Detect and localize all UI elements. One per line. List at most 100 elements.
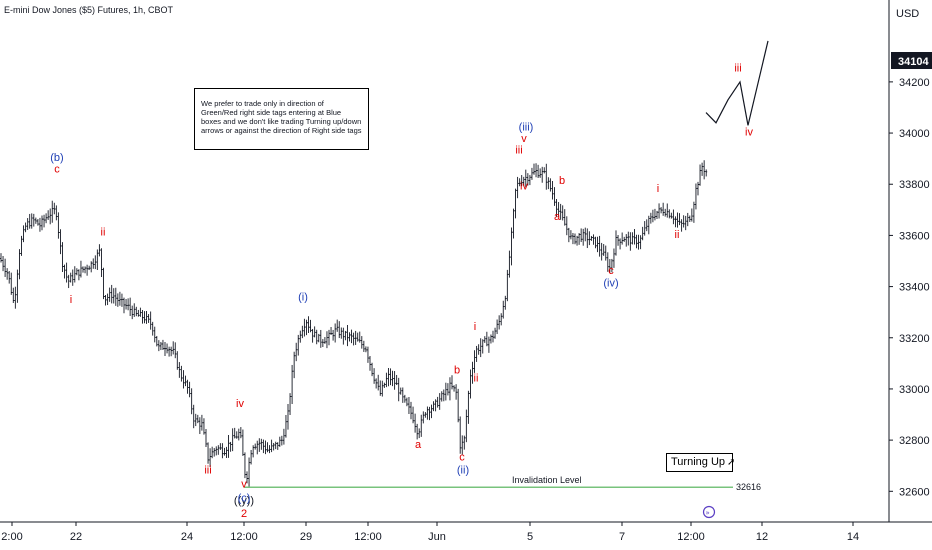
ohlc-bar	[88, 265, 91, 271]
ohlc-bar	[524, 169, 527, 188]
ohlc-bar	[112, 288, 115, 304]
current-price-value: 34104	[898, 56, 929, 68]
ohlc-bar	[170, 346, 173, 357]
ohlc-bar	[104, 295, 107, 306]
ohlc-bar	[656, 210, 658, 220]
ohlc-bar	[580, 228, 583, 243]
price-tick-label: 33800	[899, 179, 930, 191]
ohlc-bar	[270, 439, 273, 453]
ohlc-bar	[541, 166, 544, 183]
ohlc-bar	[584, 227, 587, 242]
ohlc-bar	[582, 228, 585, 246]
ohlc-bar	[151, 321, 154, 336]
ohlc-bar	[373, 368, 376, 384]
ohlc-bar	[403, 394, 406, 403]
replay-icon[interactable]: »	[702, 505, 716, 519]
ohlc-bar	[557, 202, 560, 217]
ohlc-bar	[141, 310, 144, 324]
ohlc-bar	[246, 471, 248, 484]
ohlc-bar	[569, 230, 572, 240]
ohlc-bar	[192, 404, 195, 429]
current-price-badge	[891, 52, 932, 69]
ohlc-bar	[600, 242, 603, 261]
ohlc-bar	[174, 342, 177, 359]
ohlc-bar	[47, 210, 50, 220]
ohlc-bar	[389, 368, 392, 386]
ohlc-bar	[453, 385, 456, 392]
time-tick-label: 24	[181, 531, 193, 543]
ohlc-bar	[418, 428, 421, 439]
ohlc-bar	[678, 213, 681, 226]
ohlc-bar	[194, 413, 197, 427]
ohlc-bar	[239, 427, 242, 439]
ohlc-bar	[446, 383, 449, 396]
ohlc-bar	[539, 168, 542, 178]
ohlc-bar	[563, 209, 566, 226]
ohlc-bar	[75, 268, 78, 276]
ohlc-bar	[84, 266, 87, 274]
ohlc-bar	[303, 318, 306, 337]
ohlc-bar	[520, 175, 523, 187]
time-tick-label: 12:00	[354, 531, 382, 543]
ohlc-bar	[617, 235, 620, 246]
ohlc-bar	[168, 346, 171, 357]
ohlc-bar	[32, 213, 35, 227]
ohlc-bar	[282, 428, 285, 445]
ohlc-bar	[649, 212, 652, 224]
ohlc-bar	[526, 173, 529, 186]
ohlc-bar	[432, 401, 435, 412]
wave-label: i	[474, 321, 476, 333]
ohlc-bar	[225, 446, 228, 458]
time-axis[interactable]: 2:00 22 24 12:00 29 12:00 Jun 5 7 12:00 12 14	[1, 522, 859, 543]
ohlc-bar	[623, 236, 626, 242]
ohlc-bar	[533, 163, 535, 175]
ohlc-bar	[354, 330, 357, 345]
time-tick-label: 12:00	[677, 531, 705, 543]
price-tick-label: 32800	[899, 435, 930, 447]
price-tick-label: 34000	[899, 128, 930, 140]
ohlc-bar	[660, 207, 663, 214]
ohlc-bar	[186, 379, 189, 394]
ohlc-bar	[471, 361, 474, 384]
ohlc-bar	[701, 162, 704, 176]
ohlc-bar	[313, 326, 316, 338]
ohlc-bar	[336, 319, 339, 332]
ohlc-bar	[364, 346, 367, 353]
ohlc-bar	[215, 446, 218, 456]
ohlc-bar	[250, 449, 253, 465]
ohlc-bar	[184, 375, 187, 387]
ohlc-bar	[670, 212, 673, 219]
ohlc-bar	[59, 229, 62, 255]
ohlc-bar	[612, 248, 615, 268]
wave-label: b	[454, 365, 460, 377]
ohlc-bar	[196, 414, 199, 424]
ohlc-bar	[407, 397, 410, 415]
ohlc-bar	[43, 214, 46, 228]
ohlc-bar	[223, 447, 226, 456]
wave-label: iii	[204, 464, 211, 476]
ohlc-bar	[41, 215, 43, 231]
ohlc-bar	[692, 201, 695, 223]
ohlc-bar	[688, 215, 691, 222]
ohlc-bar	[514, 188, 517, 219]
ohlc-bar	[166, 343, 169, 354]
trading-note-box: We prefer to trade only in direction of …	[194, 88, 369, 150]
price-axis[interactable]: 32600 32800 33000 33200 33400 33600 33800 34000…	[889, 77, 930, 498]
ohlc-bar	[268, 445, 271, 454]
ohlc-bar	[340, 327, 343, 339]
ohlc-bar	[328, 329, 330, 346]
ohlc-bar	[590, 235, 593, 241]
ohlc-bar	[629, 232, 632, 251]
ohlc-bar	[180, 365, 183, 382]
chart-symbol-title: E-mini Dow Jones ($5) Futures, 1h, CBOT	[4, 5, 174, 15]
ohlc-bar	[465, 409, 468, 443]
ohlc-bar	[506, 269, 509, 302]
ohlc-bar	[94, 255, 97, 270]
ohlc-bar	[428, 406, 431, 421]
wave-label: (b)	[50, 152, 63, 164]
wave-label: c	[459, 452, 465, 464]
ohlc-bar	[412, 406, 415, 424]
ohlc-bar	[610, 258, 613, 273]
ohlc-bar	[211, 446, 214, 459]
ohlc-bar	[131, 305, 134, 320]
